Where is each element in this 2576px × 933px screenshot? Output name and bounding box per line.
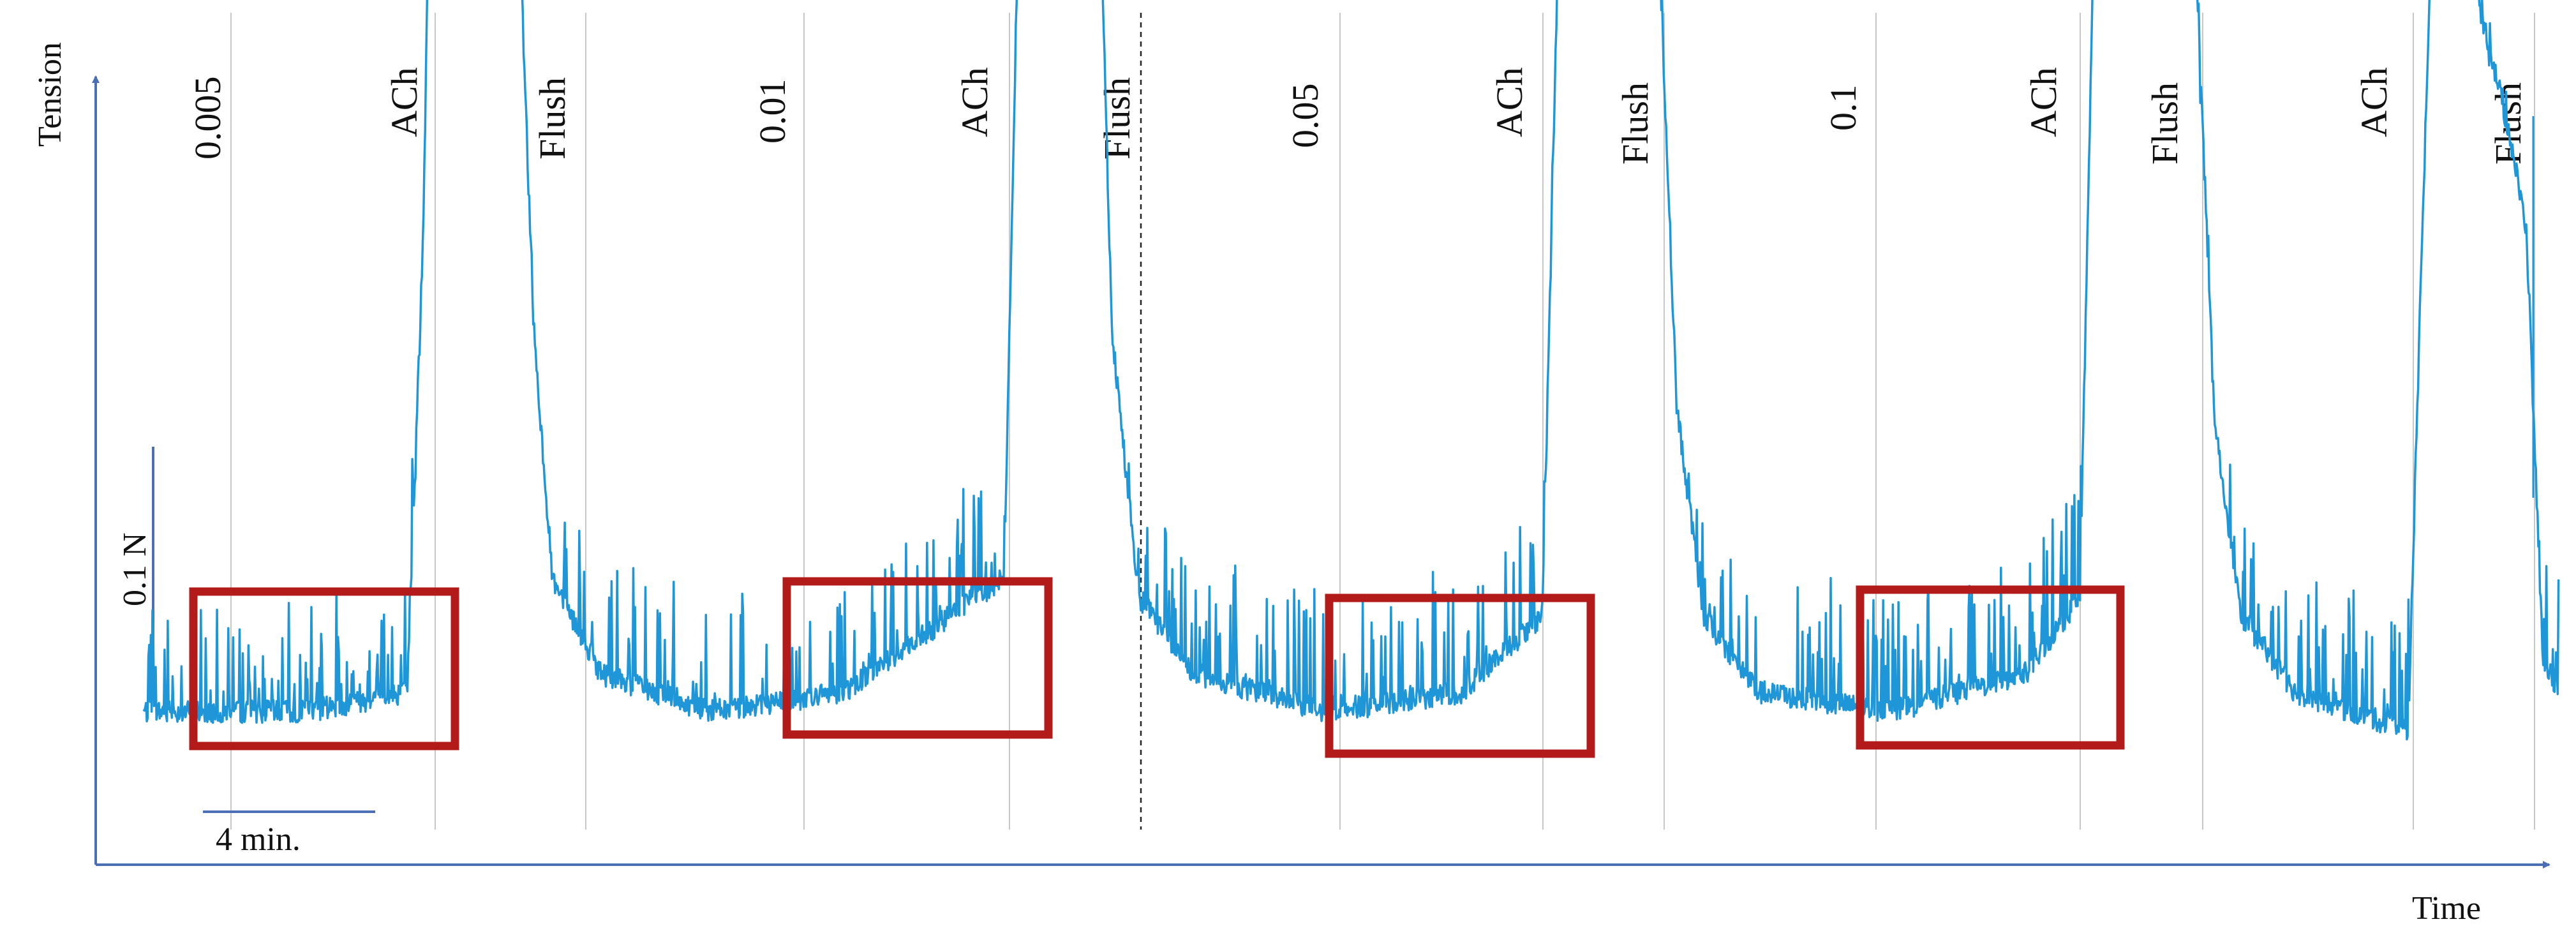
- x-axis-label: Time: [2412, 890, 2481, 927]
- horizontal-scale-label: 4 min.: [216, 821, 301, 858]
- scale-bars: 0.1 N 4 min.: [117, 447, 375, 858]
- event-label: ACh: [1489, 67, 1530, 137]
- y-axis-label: Tension: [32, 42, 68, 147]
- event-label: Flush: [2144, 82, 2185, 165]
- tension-trace-line: [142, 0, 2560, 741]
- event-lines: [230, 13, 2535, 830]
- event-labels: 0.005 ACh Flush 0.01 ACh Flush 0.05 ACh …: [187, 67, 2529, 165]
- event-label: Flush: [1614, 82, 1656, 165]
- event-label: ACh: [383, 67, 425, 137]
- event-label: 0.005: [187, 77, 228, 160]
- axes: Tension Time: [32, 42, 2550, 927]
- highlight-boxes: [189, 577, 2125, 758]
- event-label: ACh: [2353, 67, 2395, 137]
- event-label: 0.05: [1284, 84, 1326, 149]
- event-label: ACh: [954, 67, 995, 137]
- vertical-scale-label: 0.1 N: [117, 532, 153, 606]
- highlight-box: [189, 587, 459, 750]
- event-label: Flush: [532, 77, 573, 160]
- highlight-box: [1325, 593, 1595, 758]
- highlight-box: [1856, 585, 2125, 750]
- event-label: 0.1: [1822, 85, 1864, 131]
- event-label: Flush: [1096, 77, 1138, 160]
- event-label: 0.01: [752, 79, 793, 144]
- highlight-box: [782, 577, 1053, 739]
- event-label: ACh: [2023, 67, 2064, 137]
